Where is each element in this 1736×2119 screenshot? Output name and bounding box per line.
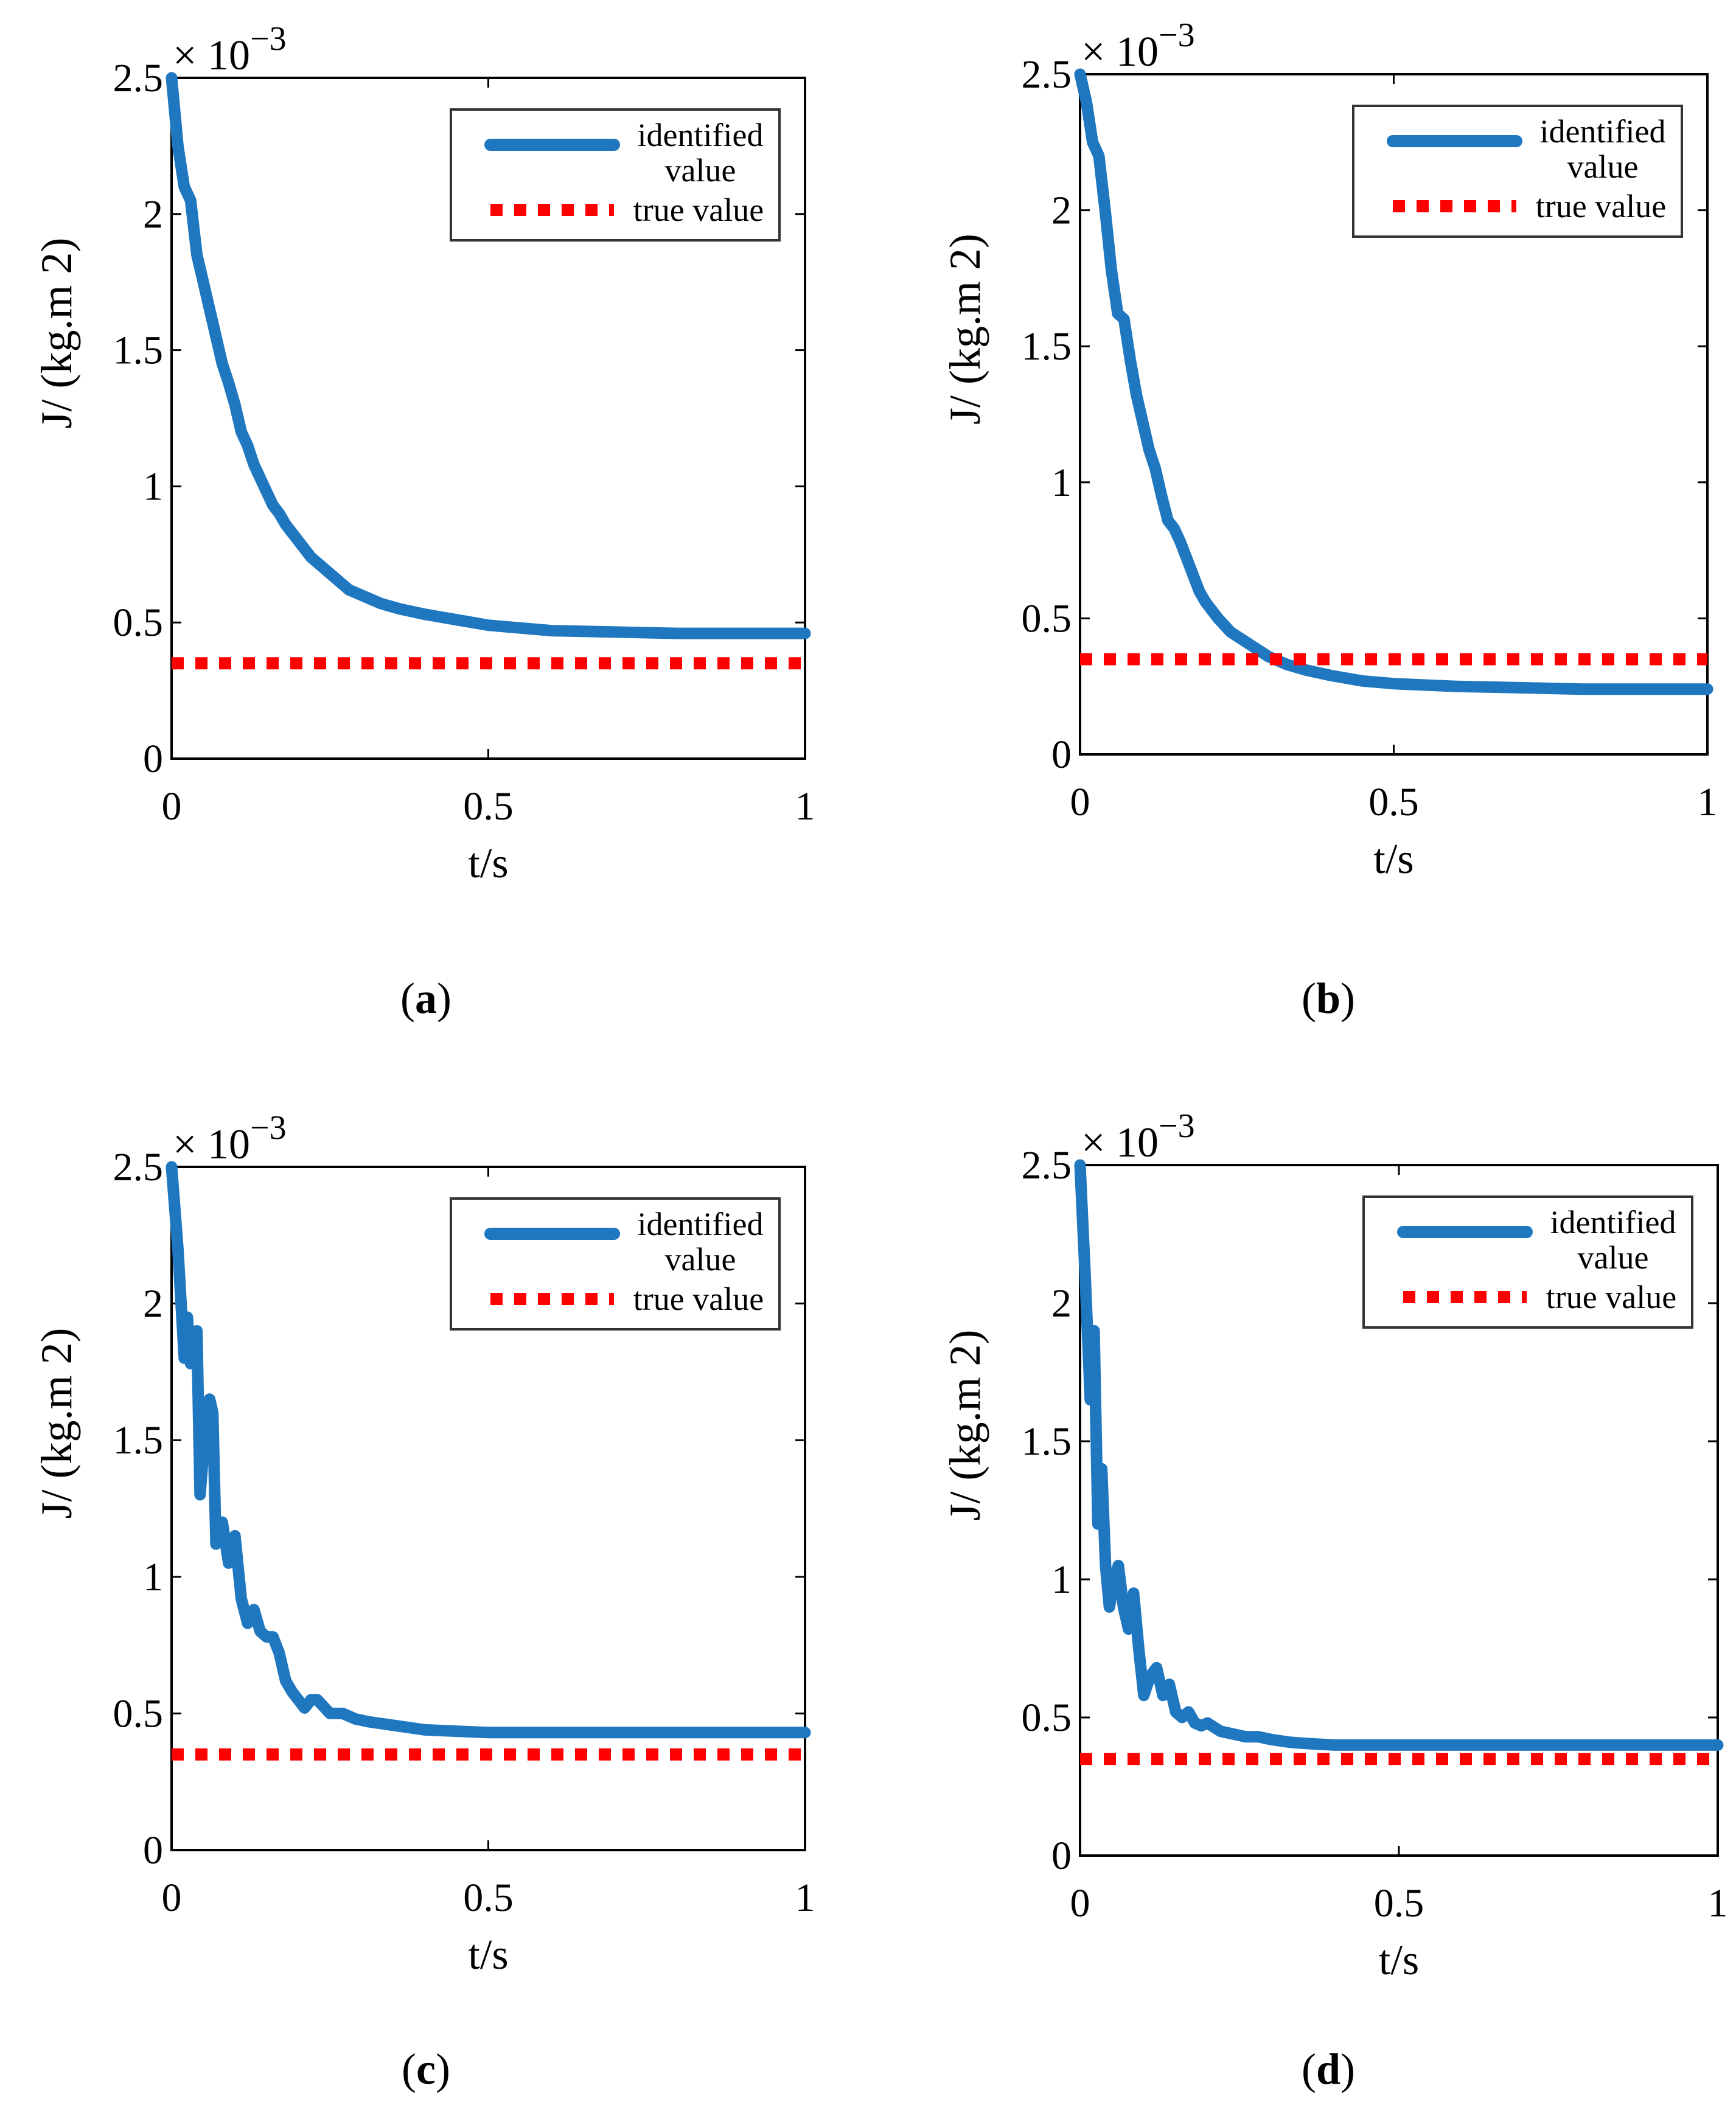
caption-letter: a: [415, 974, 437, 1023]
legend-true-label: true value: [633, 1281, 764, 1317]
panel-caption: (c): [402, 2045, 450, 2093]
x-axis-label: t/s: [468, 840, 508, 887]
y-tick-label: 0.5: [113, 1691, 164, 1736]
exponent-base: × 10: [1081, 29, 1159, 75]
x-tick-label: 0: [1070, 780, 1090, 824]
caption-open: (: [1302, 2045, 1316, 2093]
x-tick-label: 1: [795, 784, 815, 829]
legend-identified-label-line1: identified: [1540, 113, 1666, 150]
legend-identified-label-line2: value: [1578, 1239, 1649, 1276]
x-axis-label: t/s: [1379, 1937, 1419, 1984]
caption-letter: d: [1316, 2045, 1340, 2093]
exponent-power: −3: [250, 20, 287, 58]
y-exponent-label: × 10−3: [1081, 16, 1195, 75]
legend-identified-label-line1: identified: [1550, 1204, 1676, 1240]
x-tick-label: 0.5: [1374, 1881, 1424, 1926]
legend-identified-label-line1: identified: [638, 1206, 764, 1242]
y-tick-label: 2.5: [1022, 1143, 1072, 1188]
caption-open: (: [402, 2045, 416, 2093]
y-tick-label: 1.5: [1022, 1419, 1072, 1464]
y-tick-label: 0: [143, 737, 163, 781]
legend-true-label: true value: [1546, 1279, 1676, 1315]
y-tick-label: 2.5: [113, 1145, 164, 1189]
y-tick-label: 0.5: [113, 600, 164, 645]
y-tick-label: 2: [1051, 1281, 1072, 1326]
exponent-base: × 10: [173, 1121, 250, 1168]
x-tick-label: 0.5: [1368, 780, 1419, 824]
y-tick-label: 1: [143, 1555, 163, 1599]
caption-letter: c: [416, 2045, 436, 2093]
legend-identified-label-line1: identified: [638, 117, 764, 153]
y-tick-label: 0.5: [1022, 596, 1072, 641]
y-tick-label: 1.5: [113, 329, 164, 373]
y-tick-label: 2: [143, 1282, 163, 1326]
x-tick-label: 0.5: [463, 784, 514, 829]
legend-identified-label-line2: value: [665, 1241, 736, 1278]
legend-identified-label-line2: value: [1567, 148, 1639, 185]
figure: 00.511.522.50 0.5 1× 10−3t/sJ/ (kg.m 2)ide…: [0, 0, 1736, 2119]
y-exponent-label: × 10−3: [173, 20, 287, 79]
y-tick-label: 0.5: [1022, 1696, 1072, 1740]
y-tick-label: 1: [1051, 461, 1072, 505]
y-axis-label: J/ (kg.m 2): [32, 1328, 81, 1519]
y-tick-label: 2: [143, 192, 163, 237]
legend-identified-label-line2: value: [665, 152, 736, 189]
panel-caption: (b): [1302, 974, 1355, 1023]
legend-true-label: true value: [633, 192, 764, 228]
x-axis-label: t/s: [468, 1932, 508, 1978]
y-tick-label: 2: [1051, 189, 1072, 233]
y-axis-label: J/ (kg.m 2): [32, 238, 81, 429]
caption-open: (: [400, 974, 415, 1023]
exponent-power: −3: [1159, 16, 1195, 54]
exponent-base: × 10: [173, 32, 250, 79]
y-tick-label: 1.5: [113, 1418, 164, 1463]
y-tick-label: 1: [1051, 1557, 1072, 1602]
y-exponent-label: × 10−3: [1081, 1107, 1195, 1166]
exponent-base: × 10: [1081, 1119, 1159, 1166]
caption-close: ): [1340, 974, 1355, 1023]
chart-panel-b: 0 0.5 1 1.5 2 2.5 0 0.5 1 × 10−3 t/s J/ (kg.m 2) ide…: [941, 16, 1718, 1023]
caption-close: ): [436, 2045, 450, 2093]
chart-panel-a: 0 0.5 1 1.5 2 2.5 0 0.5 1 × 10−3 t/s J/ (kg.m 2) ide…: [32, 20, 815, 1023]
y-tick-label: 0: [1051, 732, 1072, 777]
x-tick-label: 1: [1698, 780, 1718, 824]
exponent-power: −3: [250, 1109, 287, 1147]
x-tick-label: 1: [795, 1876, 815, 1920]
x-axis-label: t/s: [1373, 836, 1414, 883]
y-exponent-label: × 10−3: [173, 1109, 287, 1168]
x-tick-label: 0: [1070, 1881, 1090, 1926]
panel-caption: (a): [400, 974, 451, 1023]
x-tick-label: 1: [1708, 1881, 1728, 1926]
y-tick-label: 0: [143, 1828, 163, 1873]
y-tick-label: 0: [1051, 1834, 1072, 1878]
y-tick-label: 2.5: [1022, 52, 1072, 97]
y-axis-label: J/ (kg.m 2): [941, 234, 989, 425]
panel-caption: (d): [1302, 2045, 1355, 2093]
caption-close: ): [1340, 2045, 1355, 2093]
caption-open: (: [1302, 974, 1316, 1023]
x-tick-label: 0.5: [463, 1876, 514, 1920]
y-axis-label: J/ (kg.m 2): [941, 1330, 989, 1521]
y-tick-label: 1.5: [1022, 324, 1072, 369]
y-tick-label: 1: [143, 464, 163, 509]
exponent-power: −3: [1159, 1107, 1195, 1145]
caption-close: ): [437, 974, 451, 1023]
x-tick-label: 0: [162, 1876, 182, 1920]
legend-true-label: true value: [1536, 188, 1666, 224]
y-tick-label: 2.5: [113, 56, 164, 100]
chart-panel-c: 0 0.5 1 1.5 2 2.5 0 0.5 1 × 10−3 t/s J/ (kg.m 2) ide…: [32, 1109, 815, 2093]
caption-letter: b: [1316, 974, 1340, 1023]
chart-panel-d: 0 0.5 1 1.5 2 2.5 0 0.5 1 × 10−3 t/s J/ (kg.m 2) ide…: [941, 1107, 1728, 2093]
x-tick-label: 0: [162, 784, 182, 829]
